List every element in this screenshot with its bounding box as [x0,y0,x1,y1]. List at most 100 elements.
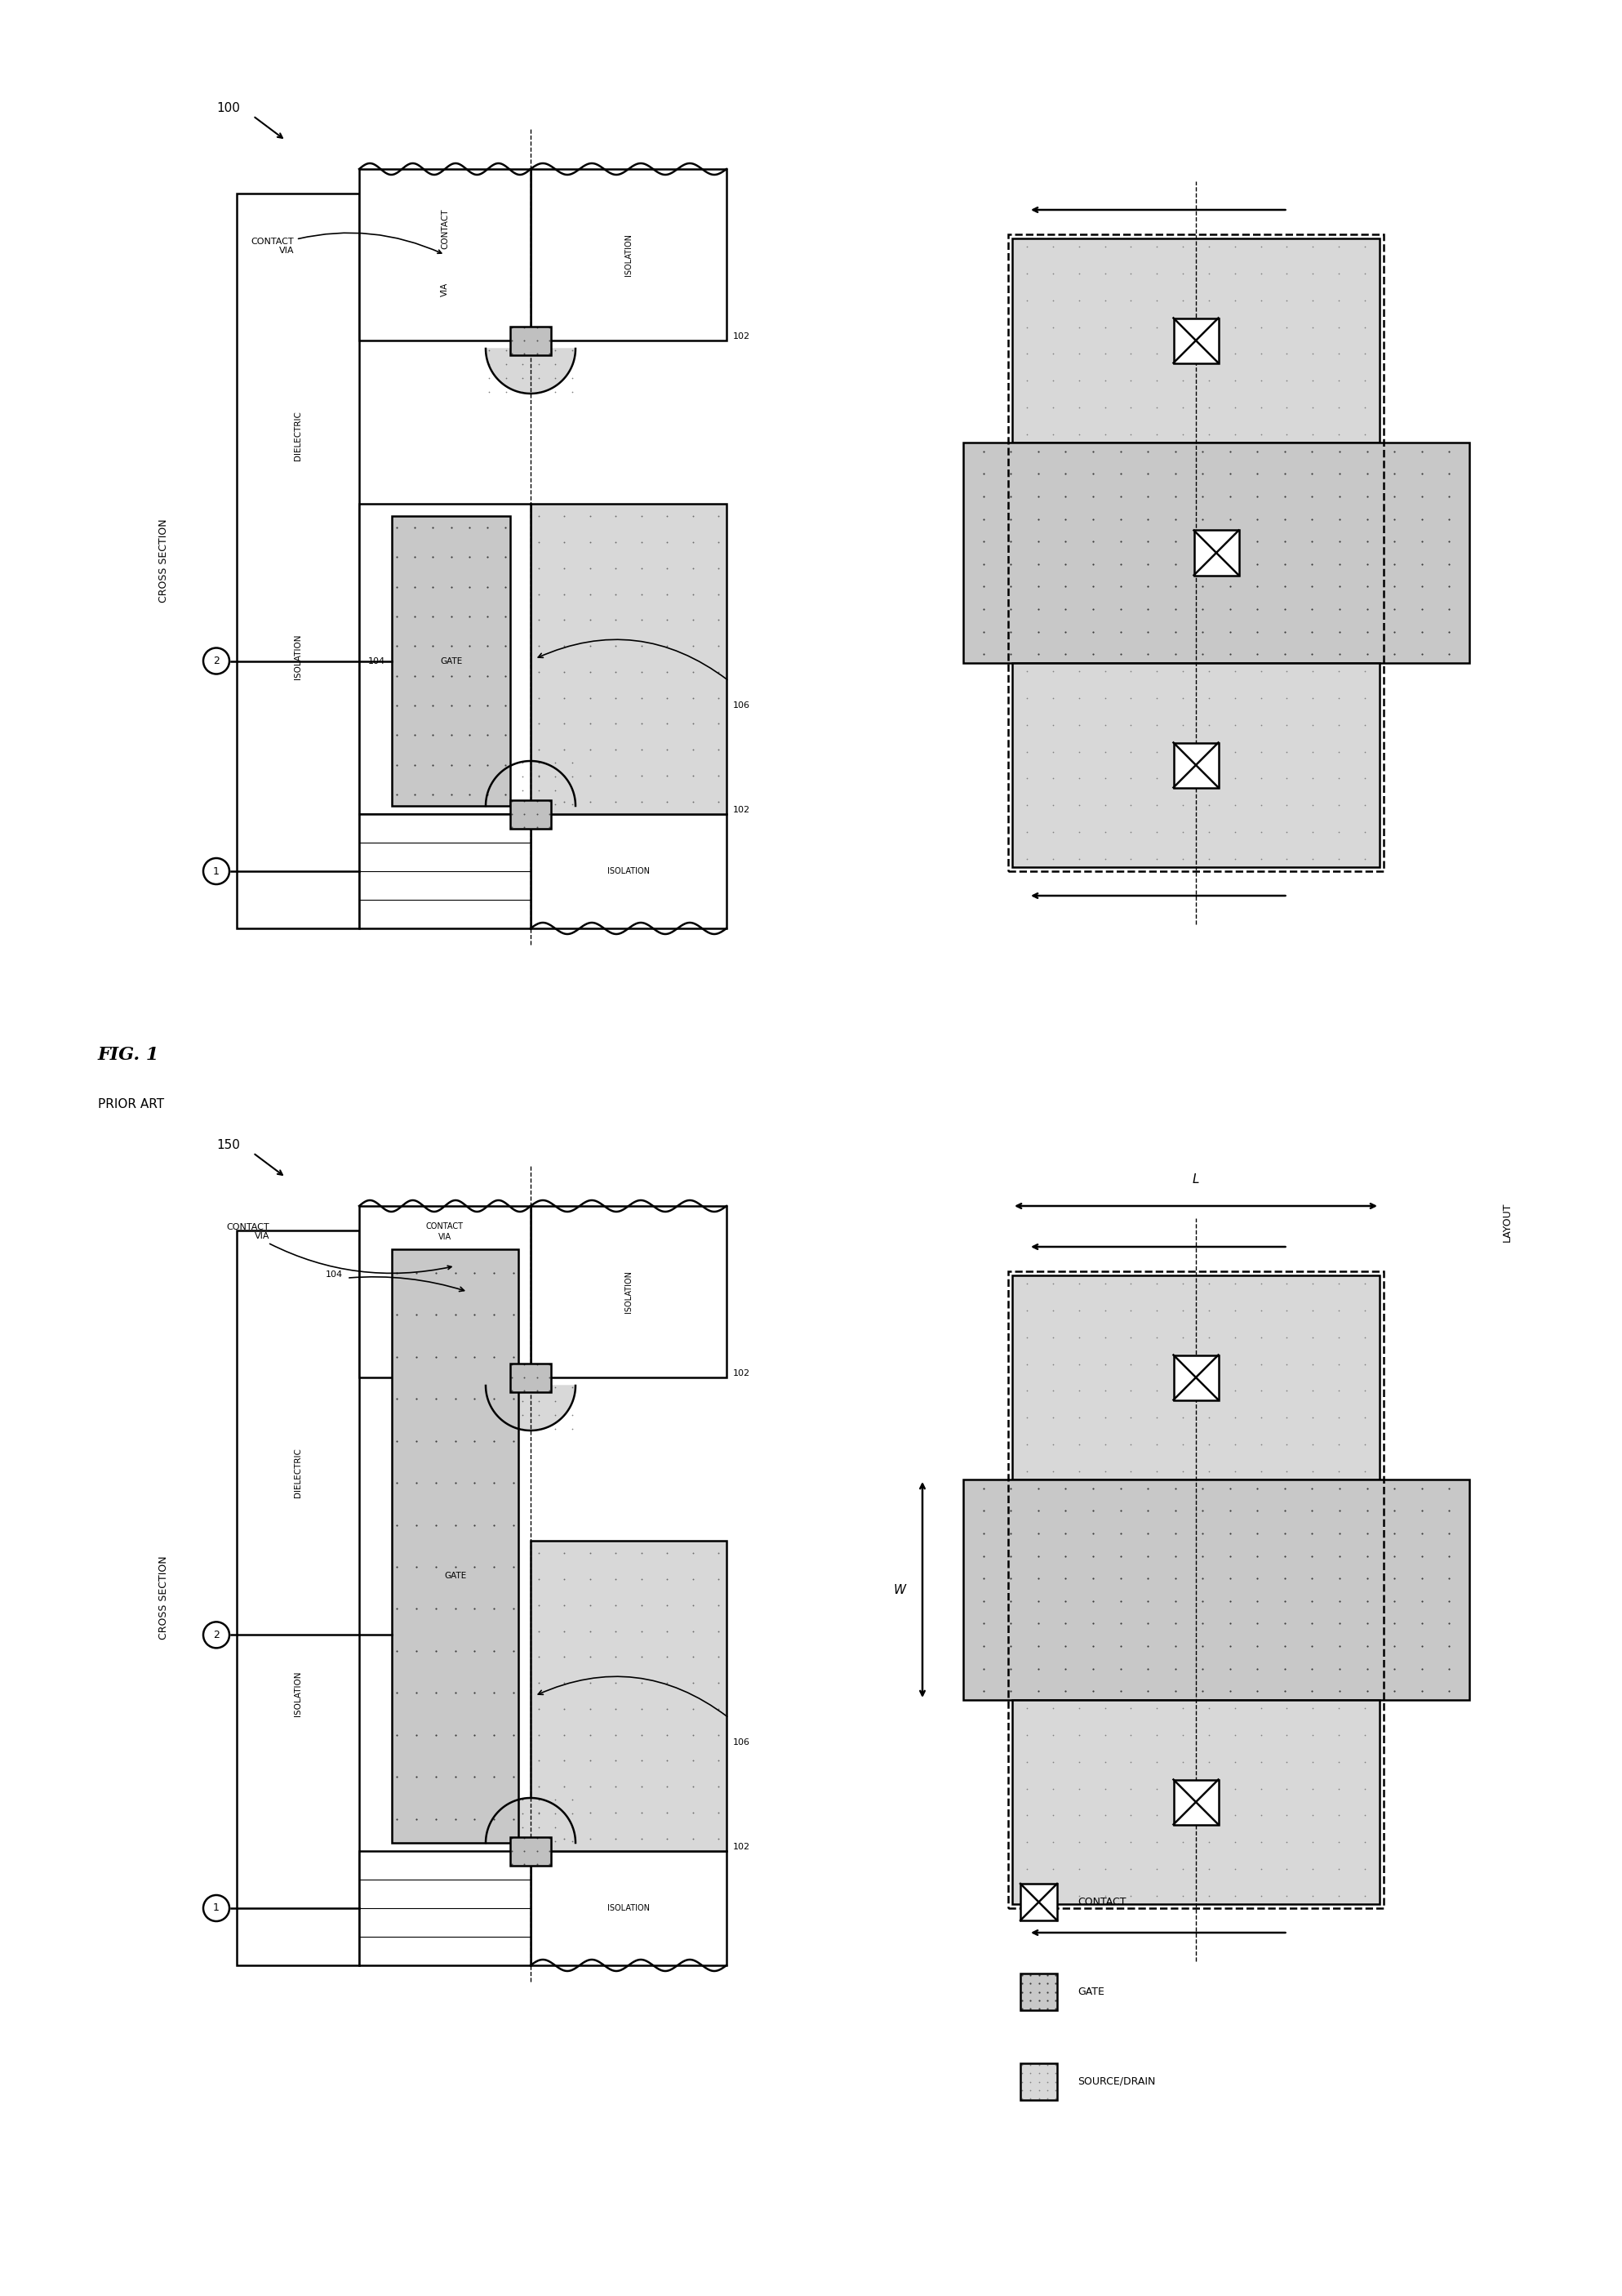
Point [1053,1469,1079,1506]
Point [560,347,586,383]
Point [493,1782,519,1818]
Point [1108,1605,1134,1642]
Bar [511,1364,551,1391]
Point [1189,434,1215,471]
Point [537,335,563,372]
Point [1053,590,1079,627]
Point [1169,282,1195,319]
Point [1244,1651,1270,1688]
Point [1247,680,1273,716]
Point [1040,813,1066,850]
Point [1273,1398,1299,1435]
Point [1189,1674,1215,1711]
Point [1325,813,1351,850]
Point [1108,590,1134,627]
Point [706,1768,732,1805]
Point [1272,613,1298,650]
Point [1244,1538,1270,1575]
Point [1108,613,1134,650]
Point [1299,760,1325,797]
Point [1216,1492,1242,1529]
Point [706,1743,732,1779]
Point [1135,1559,1161,1596]
Bar [358,1851,530,1965]
Point [1144,1293,1169,1329]
Point [1080,567,1106,604]
Point [1040,1878,1066,1915]
Point [1092,760,1118,797]
Point [1221,1717,1247,1754]
Point [1299,255,1325,292]
Point [524,321,550,358]
Point [1195,282,1221,319]
Point [551,1587,577,1623]
Point [1189,1515,1215,1552]
Point [1247,255,1273,292]
Text: 104: 104 [326,1270,342,1279]
Point [526,1410,551,1446]
Point [1118,308,1144,344]
Point [680,1821,706,1857]
Point [706,680,732,716]
Point [1066,416,1092,452]
Point [654,1821,680,1857]
Point [462,1254,488,1290]
Point [477,1410,503,1446]
Point [1135,1674,1161,1711]
Point [1221,840,1247,877]
Point [1118,707,1144,744]
Point [1354,546,1380,583]
Point [384,1674,410,1711]
Point [1195,416,1221,452]
Point [1327,567,1353,604]
Point [1118,335,1144,372]
Point [1382,1492,1408,1529]
Point [1144,255,1169,292]
Point [1118,1743,1144,1779]
Point [560,1795,586,1832]
Point [577,627,603,664]
Point [577,1793,603,1830]
Point [654,627,680,664]
Point [1410,1582,1435,1619]
Point [1144,1426,1169,1463]
Point [1351,1318,1377,1355]
Point [1092,255,1118,292]
Point [1435,636,1461,673]
Point [654,783,680,820]
Point [1040,255,1066,292]
Point [1066,732,1092,769]
Point [1169,1823,1195,1860]
Point [1299,282,1325,319]
Point [1410,523,1435,560]
Point [1435,1582,1461,1619]
Point [1247,840,1273,877]
Point [1272,1538,1298,1575]
Point [603,523,629,560]
Point [1299,1265,1325,1302]
Point [500,1345,526,1382]
Text: ISOLATION: ISOLATION [607,868,650,875]
Text: PRIOR ART: PRIOR ART [97,1097,164,1109]
Bar [1012,1274,1380,1479]
Point [1040,732,1066,769]
Point [1216,590,1242,627]
Point [1325,1878,1351,1915]
Point [511,797,537,833]
Point [560,744,586,781]
Point [526,758,551,794]
Point [524,310,550,347]
Point [1163,1605,1189,1642]
Point [1066,1318,1092,1355]
Point [970,567,996,604]
Point [628,654,654,691]
Point [1273,390,1299,427]
Point [998,1538,1023,1575]
Point [1066,1851,1092,1887]
Point [1325,1345,1351,1382]
Point [628,1561,654,1598]
Point [551,758,577,794]
Text: 150: 150 [217,1139,240,1150]
Point [443,1674,469,1711]
Bar [1020,2064,1058,2101]
